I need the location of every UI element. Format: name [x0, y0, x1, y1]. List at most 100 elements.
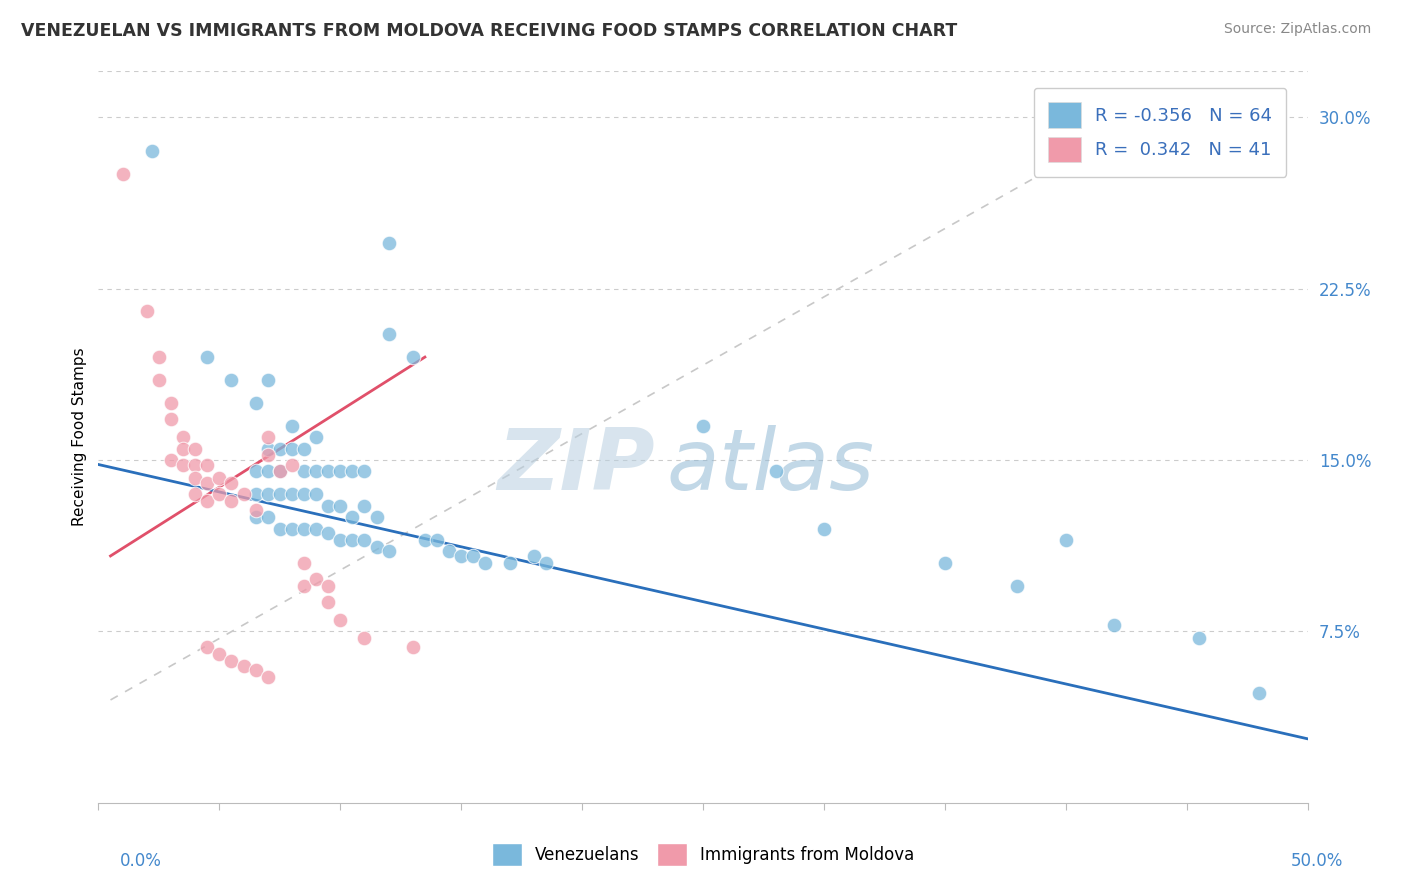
Point: [292, 521, 315, 535]
Point: [195, 458, 218, 472]
Point: [426, 533, 449, 547]
Point: [256, 464, 278, 478]
Point: [329, 613, 352, 627]
Point: [256, 670, 278, 684]
Legend: Venezuelans, Immigrants from Moldova: Venezuelans, Immigrants from Moldova: [485, 836, 921, 873]
Point: [160, 396, 183, 410]
Point: [813, 521, 835, 535]
Point: [934, 556, 956, 570]
Point: [342, 533, 364, 547]
Point: [450, 549, 472, 563]
Point: [269, 442, 291, 456]
Point: [305, 430, 328, 444]
Point: [402, 640, 425, 655]
Point: [329, 464, 352, 478]
Point: [245, 464, 267, 478]
Point: [474, 556, 496, 570]
Point: [245, 487, 267, 501]
Point: [148, 373, 170, 387]
Text: VENEZUELAN VS IMMIGRANTS FROM MOLDOVA RECEIVING FOOD STAMPS CORRELATION CHART: VENEZUELAN VS IMMIGRANTS FROM MOLDOVA RE…: [21, 22, 957, 40]
Text: 50.0%: 50.0%: [1291, 852, 1343, 870]
Point: [232, 487, 254, 501]
Point: [353, 464, 375, 478]
Point: [534, 556, 557, 570]
Point: [316, 499, 339, 513]
Point: [353, 499, 375, 513]
Point: [208, 471, 231, 485]
Point: [195, 640, 218, 655]
Point: [377, 235, 399, 250]
Point: [221, 373, 243, 387]
Point: [377, 544, 399, 558]
Point: [413, 533, 436, 547]
Point: [281, 487, 304, 501]
Point: [245, 396, 267, 410]
Point: [292, 556, 315, 570]
Point: [292, 442, 315, 456]
Point: [765, 464, 787, 478]
Point: [172, 458, 194, 472]
Point: [292, 579, 315, 593]
Point: [208, 647, 231, 661]
Point: [148, 350, 170, 364]
Point: [316, 579, 339, 593]
Point: [1007, 579, 1029, 593]
Point: [281, 418, 304, 433]
Point: [342, 510, 364, 524]
Point: [208, 487, 231, 501]
Point: [184, 471, 207, 485]
Y-axis label: Receiving Food Stamps: Receiving Food Stamps: [72, 348, 87, 526]
Point: [269, 464, 291, 478]
Point: [256, 510, 278, 524]
Text: ZIP: ZIP: [496, 425, 655, 508]
Point: [292, 487, 315, 501]
Point: [269, 521, 291, 535]
Point: [366, 510, 388, 524]
Point: [353, 533, 375, 547]
Point: [366, 540, 388, 554]
Point: [160, 453, 183, 467]
Point: [195, 494, 218, 508]
Point: [316, 595, 339, 609]
Point: [195, 475, 218, 490]
Point: [316, 464, 339, 478]
Point: [256, 487, 278, 501]
Text: atlas: atlas: [666, 425, 875, 508]
Point: [256, 373, 278, 387]
Point: [245, 503, 267, 517]
Point: [269, 487, 291, 501]
Point: [256, 430, 278, 444]
Point: [256, 442, 278, 456]
Point: [402, 350, 425, 364]
Point: [245, 663, 267, 677]
Text: Source: ZipAtlas.com: Source: ZipAtlas.com: [1223, 22, 1371, 37]
Point: [195, 350, 218, 364]
Point: [523, 549, 546, 563]
Point: [498, 556, 520, 570]
Point: [281, 442, 304, 456]
Point: [342, 464, 364, 478]
Point: [305, 487, 328, 501]
Point: [111, 167, 134, 181]
Point: [292, 464, 315, 478]
Point: [184, 458, 207, 472]
Point: [692, 418, 714, 433]
Point: [256, 449, 278, 463]
Point: [377, 327, 399, 342]
Point: [1102, 617, 1125, 632]
Point: [281, 458, 304, 472]
Point: [463, 549, 485, 563]
Text: 0.0%: 0.0%: [120, 852, 162, 870]
Point: [305, 521, 328, 535]
Point: [305, 464, 328, 478]
Legend: R = -0.356   N = 64, R =  0.342   N = 41: R = -0.356 N = 64, R = 0.342 N = 41: [1033, 87, 1286, 177]
Point: [221, 654, 243, 668]
Point: [316, 526, 339, 541]
Point: [245, 510, 267, 524]
Point: [269, 464, 291, 478]
Point: [221, 475, 243, 490]
Point: [1054, 533, 1077, 547]
Point: [184, 442, 207, 456]
Point: [160, 412, 183, 426]
Point: [1188, 632, 1211, 646]
